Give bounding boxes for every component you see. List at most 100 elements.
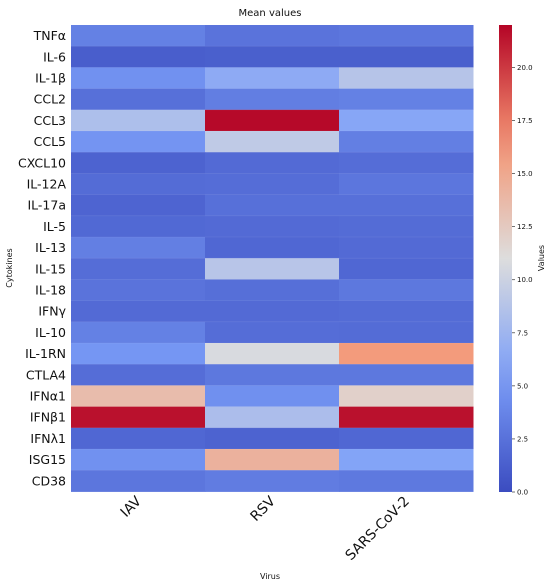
heatmap-cell-IL-13-SARS-CoV-2 bbox=[339, 237, 474, 259]
heatmap-cell-IL-1β-SARS-CoV-2 bbox=[339, 67, 474, 90]
colorbar-tick-label: 2.5 bbox=[517, 435, 528, 443]
heatmap-cell-ISG15-IAV bbox=[71, 449, 206, 471]
heatmap-cell-IL-6-IAV bbox=[71, 46, 206, 68]
heatmap-cell-CTLA4-RSV bbox=[205, 364, 340, 386]
heatmap-cell-CCL5-IAV bbox=[71, 131, 206, 153]
y-tick-label: IFNλ1 bbox=[30, 431, 66, 446]
heatmap-cell-IL-15-SARS-CoV-2 bbox=[339, 258, 474, 280]
heatmap-cell-IFNα1-SARS-CoV-2 bbox=[339, 385, 474, 408]
heatmap-cell-IFNγ-RSV bbox=[205, 300, 340, 323]
y-tick-label: IL-1RN bbox=[25, 346, 66, 361]
heatmap-cell-IFNλ1-IAV bbox=[71, 427, 206, 450]
heatmap-cell-TNFα-IAV bbox=[71, 25, 206, 47]
heatmap-cell-IL-1RN-IAV bbox=[71, 343, 206, 365]
heatmap-cell-IL-12A-IAV bbox=[71, 173, 206, 196]
y-tick-label: IL-13 bbox=[35, 240, 66, 255]
heatmap-cell-IFNλ1-RSV bbox=[205, 427, 340, 450]
heatmap-cell-IFNγ-IAV bbox=[71, 300, 206, 323]
heatmap-cell-IL-17a-IAV bbox=[71, 194, 206, 217]
y-tick-labels: TNFα IL-6 IL-1β CCL2 CCL3 CCL5 CXCL10 IL-12A IL-… bbox=[18, 28, 67, 488]
heatmap-cell-IL-10-IAV bbox=[71, 321, 206, 344]
colorbar-label: Values bbox=[537, 245, 546, 271]
heatmap-cell-IL-18-SARS-CoV-2 bbox=[339, 279, 474, 302]
heatmap-cell-IL-1β-IAV bbox=[71, 67, 206, 90]
colorbar bbox=[499, 25, 512, 492]
y-tick-label: CCL5 bbox=[34, 134, 66, 149]
heatmap-cell-IL-18-IAV bbox=[71, 279, 206, 302]
y-tick-label: IL-15 bbox=[35, 261, 66, 276]
colorbar-tick-label: 0.0 bbox=[517, 489, 528, 497]
heatmap-cell-IFNγ-SARS-CoV-2 bbox=[339, 300, 474, 323]
heatmap-cell-IL-17a-SARS-CoV-2 bbox=[339, 194, 474, 217]
heatmap-cell-CCL5-RSV bbox=[205, 131, 340, 153]
y-tick-label: IL-6 bbox=[43, 49, 66, 64]
heatmap-cell-IFNα1-IAV bbox=[71, 385, 206, 408]
x-tick-label: IAV bbox=[118, 493, 145, 520]
y-tick-label: CD38 bbox=[32, 473, 66, 488]
heatmap-cell-CCL3-RSV bbox=[205, 109, 340, 132]
y-tick-label: IFNβ1 bbox=[30, 410, 66, 425]
chart-title: Mean values bbox=[239, 8, 302, 19]
heatmap-cell-CXCL10-RSV bbox=[205, 152, 340, 174]
y-tick-label: TNFα bbox=[33, 28, 66, 43]
heatmap-cell-IFNβ1-SARS-CoV-2 bbox=[339, 406, 474, 429]
heatmap-cell-CD38-RSV bbox=[205, 470, 340, 492]
heatmap-cell-CCL2-RSV bbox=[205, 88, 340, 111]
y-tick-label: IL-10 bbox=[35, 325, 66, 340]
heatmap-cell-CTLA4-IAV bbox=[71, 364, 206, 386]
y-tick-label: ISG15 bbox=[29, 452, 66, 467]
heatmap-cell-TNFα-RSV bbox=[205, 25, 340, 47]
heatmap-cell-IL-12A-RSV bbox=[205, 173, 340, 196]
heatmap-cell-IL-5-IAV bbox=[71, 215, 206, 238]
colorbar-tick-label: 12.5 bbox=[517, 223, 533, 231]
y-tick-label: CTLA4 bbox=[26, 367, 66, 382]
x-tick-label: SARS-CoV-2 bbox=[343, 494, 413, 564]
y-tick-label: IL-17a bbox=[27, 198, 66, 213]
y-tick-label: CCL2 bbox=[34, 92, 66, 107]
colorbar-tick-label: 15.0 bbox=[517, 170, 533, 178]
heatmap-cell-CD38-SARS-CoV-2 bbox=[339, 470, 474, 492]
heatmap-cell-IL-10-SARS-CoV-2 bbox=[339, 321, 474, 344]
heatmap-cell-IFNβ1-IAV bbox=[71, 406, 206, 429]
heatmap-cell-IL-15-RSV bbox=[205, 258, 340, 280]
y-axis-label: Cytokines bbox=[5, 248, 14, 287]
heatmap-cell-IL-6-RSV bbox=[205, 46, 340, 68]
heatmap-cell-CCL5-SARS-CoV-2 bbox=[339, 131, 474, 153]
heatmap-cell-IL-18-RSV bbox=[205, 279, 340, 302]
colorbar-tick-label: 20.0 bbox=[517, 64, 533, 72]
colorbar-ticks: 0.0 2.5 5.0 7.5 10.0 12.5 15.0 17.5 20.0 bbox=[512, 64, 533, 497]
heatmap-cell-CTLA4-SARS-CoV-2 bbox=[339, 364, 474, 386]
x-axis-label: Virus bbox=[260, 572, 280, 581]
heatmap-cell-IL-13-RSV bbox=[205, 237, 340, 259]
heatmap-cell-ISG15-RSV bbox=[205, 449, 340, 471]
y-tick-label: IL-12A bbox=[27, 177, 67, 192]
y-tick-label: IL-18 bbox=[35, 283, 66, 298]
y-tick-label: CCL3 bbox=[34, 113, 66, 128]
heatmap-cell-IL-1β-RSV bbox=[205, 67, 340, 90]
heatmap-cell-CD38-IAV bbox=[71, 470, 206, 492]
heatmap-cell-IL-5-RSV bbox=[205, 215, 340, 238]
y-tick-label: IL-1β bbox=[35, 71, 66, 86]
heatmap-cell-IL-10-RSV bbox=[205, 321, 340, 344]
y-tick-label: IFNγ bbox=[38, 304, 66, 319]
y-tick-label: CXCL10 bbox=[18, 155, 66, 170]
heatmap-cell-CXCL10-SARS-CoV-2 bbox=[339, 152, 474, 174]
heatmap-cell-TNFα-SARS-CoV-2 bbox=[339, 25, 474, 47]
heatmap-cell-IFNβ1-RSV bbox=[205, 406, 340, 429]
heatmap-cell-IFNλ1-SARS-CoV-2 bbox=[339, 427, 474, 450]
heatmap-cell-IL-1RN-RSV bbox=[205, 343, 340, 365]
x-tick-label: RSV bbox=[248, 493, 280, 525]
colorbar-tick-label: 7.5 bbox=[517, 329, 528, 337]
heatmap-cell-IL-5-SARS-CoV-2 bbox=[339, 215, 474, 238]
colorbar-tick-label: 10.0 bbox=[517, 276, 533, 284]
heatmap-cell-IFNα1-RSV bbox=[205, 385, 340, 408]
heatmap-cell-IL-1RN-SARS-CoV-2 bbox=[339, 343, 474, 365]
heatmap-cell-ISG15-SARS-CoV-2 bbox=[339, 449, 474, 471]
heatmap-cell-CCL3-IAV bbox=[71, 109, 206, 132]
y-tick-label: IL-5 bbox=[43, 219, 66, 234]
heatmap-cell-IL-17a-RSV bbox=[205, 194, 340, 217]
heatmap-cell-IL-13-IAV bbox=[71, 237, 206, 259]
x-tick-labels: IAV RSV SARS-CoV-2 bbox=[118, 493, 413, 564]
heatmap-cell-IL-6-SARS-CoV-2 bbox=[339, 46, 474, 68]
